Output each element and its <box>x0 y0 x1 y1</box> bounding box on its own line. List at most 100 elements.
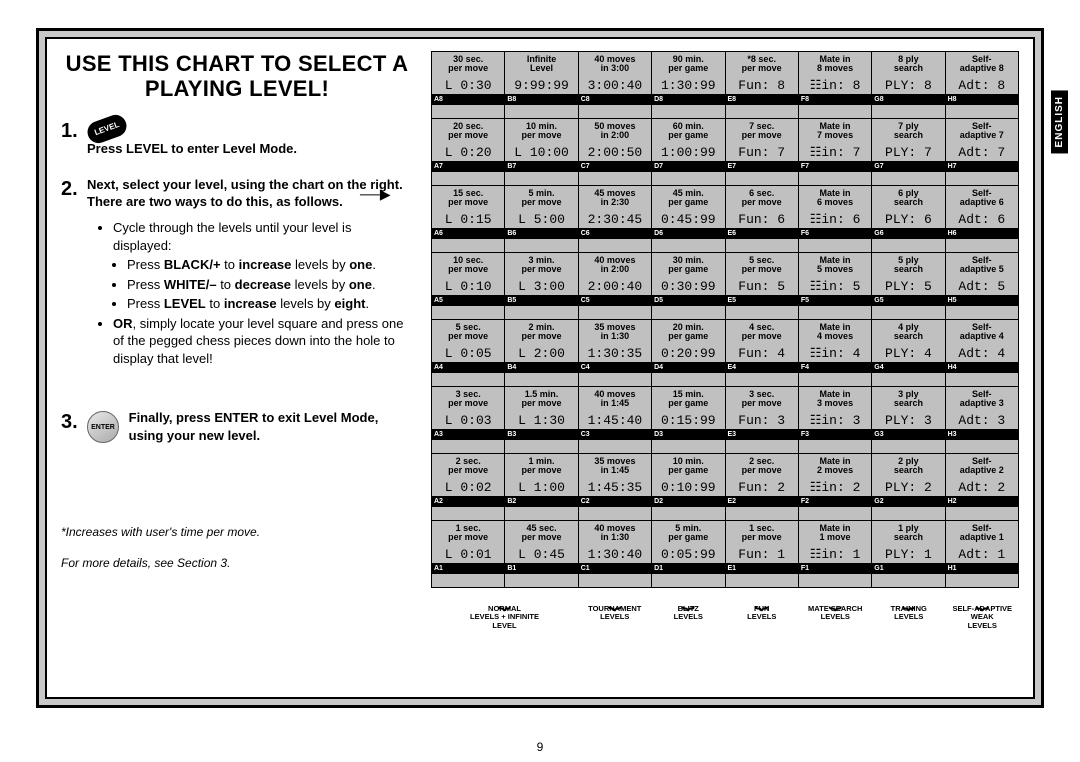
level-cell-B3[interactable]: 1.5 min.per moveL 1:30B3 <box>505 387 578 454</box>
cell-header: 1 min.per move <box>505 454 577 478</box>
step-2-bullets: Cycle through the levels until your leve… <box>99 219 413 367</box>
level-cell-B6[interactable]: 5 min.per moveL 5:00B6 <box>505 186 578 253</box>
level-cell-A1[interactable]: 1 sec.per moveL 0:01A1 <box>432 521 505 588</box>
level-cell-C2[interactable]: 35 movesin 1:451:45:35C2 <box>578 454 651 521</box>
level-cell-E7[interactable]: 7 sec.per moveFun: 7E7 <box>725 119 798 186</box>
cell-header: 2 sec.per move <box>432 454 504 478</box>
level-cell-D6[interactable]: 45 min.per game0:45:99D6 <box>652 186 725 253</box>
cell-reference: H3 <box>946 429 1018 440</box>
level-cell-H5[interactable]: Self-adaptive 5Adt: 5H5 <box>945 253 1018 320</box>
step-1: 1. LEVEL Press LEVEL to enter Level Mode… <box>61 118 413 158</box>
level-cell-G3[interactable]: 3 plysearchPLY: 3G3 <box>872 387 945 454</box>
cell-display-value: 0:30:99 <box>652 277 724 295</box>
level-cell-C7[interactable]: 50 movesin 2:002:00:50C7 <box>578 119 651 186</box>
cell-header: Self-adaptive 4 <box>946 320 1018 344</box>
level-cell-B4[interactable]: 2 min.per moveL 2:00B4 <box>505 320 578 387</box>
level-cell-C3[interactable]: 40 movesin 1:451:45:40C3 <box>578 387 651 454</box>
level-cell-C8[interactable]: 40 movesin 3:003:00:40C8 <box>578 52 651 119</box>
cell-header: Self-adaptive 1 <box>946 521 1018 545</box>
cell-display-value: 1:00:99 <box>652 143 724 161</box>
level-cell-C4[interactable]: 35 movesin 1:301:30:35C4 <box>578 320 651 387</box>
cell-display-value: 1:45:40 <box>579 411 651 429</box>
level-cell-F8[interactable]: Mate in8 moves☷in: 8F8 <box>798 52 871 119</box>
cell-reference: H4 <box>946 362 1018 373</box>
cell-reference: C7 <box>579 161 651 172</box>
level-cell-F7[interactable]: Mate in7 moves☷in: 7F7 <box>798 119 871 186</box>
brace-icon: ⏟ <box>725 588 799 603</box>
cell-display-value: L 0:30 <box>432 76 504 94</box>
level-cell-B1[interactable]: 45 sec.per moveL 0:45B1 <box>505 521 578 588</box>
level-cell-D1[interactable]: 5 min.per game0:05:99D1 <box>652 521 725 588</box>
level-cell-D5[interactable]: 30 min.per game0:30:99D5 <box>652 253 725 320</box>
cell-header: 5 sec.per move <box>726 253 798 277</box>
level-cell-C5[interactable]: 40 movesin 2:002:00:40C5 <box>578 253 651 320</box>
level-cell-B8[interactable]: InfiniteLevel9:99:99B8 <box>505 52 578 119</box>
level-cell-A6[interactable]: 15 sec.per moveL 0:15A6 <box>432 186 505 253</box>
level-cell-E6[interactable]: 6 sec.per moveFun: 6E6 <box>725 186 798 253</box>
cell-reference: G2 <box>872 496 944 507</box>
level-cell-B5[interactable]: 3 min.per moveL 3:00B5 <box>505 253 578 320</box>
level-cell-B7[interactable]: 10 min.per moveL 10:00B7 <box>505 119 578 186</box>
cell-display-value: Adt: 6 <box>946 210 1018 228</box>
level-cell-B2[interactable]: 1 min.per moveL 1:00B2 <box>505 454 578 521</box>
level-cell-G5[interactable]: 5 plysearchPLY: 5G5 <box>872 253 945 320</box>
level-cell-G1[interactable]: 1 plysearchPLY: 1G1 <box>872 521 945 588</box>
level-cell-D2[interactable]: 10 min.per game0:10:99D2 <box>652 454 725 521</box>
level-cell-G2[interactable]: 2 plysearchPLY: 2G2 <box>872 454 945 521</box>
level-cell-A8[interactable]: 30 sec.per moveL 0:30A8 <box>432 52 505 119</box>
level-cell-H6[interactable]: Self-adaptive 6Adt: 6H6 <box>945 186 1018 253</box>
level-cell-G7[interactable]: 7 plysearchPLY: 7G7 <box>872 119 945 186</box>
cell-display-value: Fun: 4 <box>726 344 798 362</box>
level-cell-D4[interactable]: 20 min.per game0:20:99D4 <box>652 320 725 387</box>
level-cell-H3[interactable]: Self-adaptive 3Adt: 3H3 <box>945 387 1018 454</box>
level-cell-E5[interactable]: 5 sec.per moveFun: 5E5 <box>725 253 798 320</box>
cell-display-value: PLY: 2 <box>872 478 944 496</box>
cell-reference: E3 <box>726 429 798 440</box>
level-cell-A4[interactable]: 5 sec.per moveL 0:05A4 <box>432 320 505 387</box>
cell-display-value: 1:30:99 <box>652 76 724 94</box>
bullet-black: Press BLACK/+ to increase levels by one. <box>127 256 413 274</box>
cell-display-value: L 0:01 <box>432 545 504 563</box>
cell-reference: G7 <box>872 161 944 172</box>
level-cell-E3[interactable]: 3 sec.per moveFun: 3E3 <box>725 387 798 454</box>
level-cell-F5[interactable]: Mate in5 moves☷in: 5F5 <box>798 253 871 320</box>
level-cell-H2[interactable]: Self-adaptive 2Adt: 2H2 <box>945 454 1018 521</box>
cell-header: 50 movesin 2:00 <box>579 119 651 143</box>
cell-header: 3 min.per move <box>505 253 577 277</box>
level-cell-A3[interactable]: 3 sec.per moveL 0:03A3 <box>432 387 505 454</box>
level-cell-H4[interactable]: Self-adaptive 4Adt: 4H4 <box>945 320 1018 387</box>
cell-reference: B2 <box>505 496 577 507</box>
cell-reference: G4 <box>872 362 944 373</box>
level-cell-E1[interactable]: 1 sec.per moveFun: 1E1 <box>725 521 798 588</box>
level-cell-F2[interactable]: Mate in2 moves☷in: 2F2 <box>798 454 871 521</box>
cell-display-value: L 3:00 <box>505 277 577 295</box>
level-cell-G8[interactable]: 8 plysearchPLY: 8G8 <box>872 52 945 119</box>
level-cell-F1[interactable]: Mate in1 move☷in: 1F1 <box>798 521 871 588</box>
level-cell-G4[interactable]: 4 plysearchPLY: 4G4 <box>872 320 945 387</box>
cell-reference: C5 <box>579 295 651 306</box>
level-cell-E2[interactable]: 2 sec.per moveFun: 2E2 <box>725 454 798 521</box>
brace-icon: ⏟ <box>578 588 652 603</box>
level-cell-A2[interactable]: 2 sec.per moveL 0:02A2 <box>432 454 505 521</box>
level-cell-H7[interactable]: Self-adaptive 7Adt: 7H7 <box>945 119 1018 186</box>
level-cell-G6[interactable]: 6 plysearchPLY: 6G6 <box>872 186 945 253</box>
level-cell-A7[interactable]: 20 sec.per moveL 0:20A7 <box>432 119 505 186</box>
level-cell-F6[interactable]: Mate in6 moves☷in: 6F6 <box>798 186 871 253</box>
level-cell-D3[interactable]: 15 min.per game0:15:99D3 <box>652 387 725 454</box>
level-cell-D7[interactable]: 60 min.per game1:00:99D7 <box>652 119 725 186</box>
level-cell-F4[interactable]: Mate in4 moves☷in: 4F4 <box>798 320 871 387</box>
level-cell-E8[interactable]: *8 sec.per moveFun: 8E8 <box>725 52 798 119</box>
level-cell-H8[interactable]: Self-adaptive 8Adt: 8H8 <box>945 52 1018 119</box>
cell-display-value: 2:30:45 <box>579 210 651 228</box>
level-cell-E4[interactable]: 4 sec.per moveFun: 4E4 <box>725 320 798 387</box>
cell-display-value: L 5:00 <box>505 210 577 228</box>
level-cell-H1[interactable]: Self-adaptive 1Adt: 1H1 <box>945 521 1018 588</box>
level-cell-C1[interactable]: 40 movesin 1:301:30:40C1 <box>578 521 651 588</box>
level-cell-A5[interactable]: 10 sec.per moveL 0:10A5 <box>432 253 505 320</box>
level-cell-F3[interactable]: Mate in3 moves☷in: 3F3 <box>798 387 871 454</box>
level-cell-D8[interactable]: 90 min.per game1:30:99D8 <box>652 52 725 119</box>
level-cell-C6[interactable]: 45 movesin 2:302:30:45C6 <box>578 186 651 253</box>
cell-display-value: 9:99:99 <box>505 76 577 94</box>
cell-header: 45 min.per game <box>652 186 724 210</box>
cell-display-value: 1:30:40 <box>579 545 651 563</box>
